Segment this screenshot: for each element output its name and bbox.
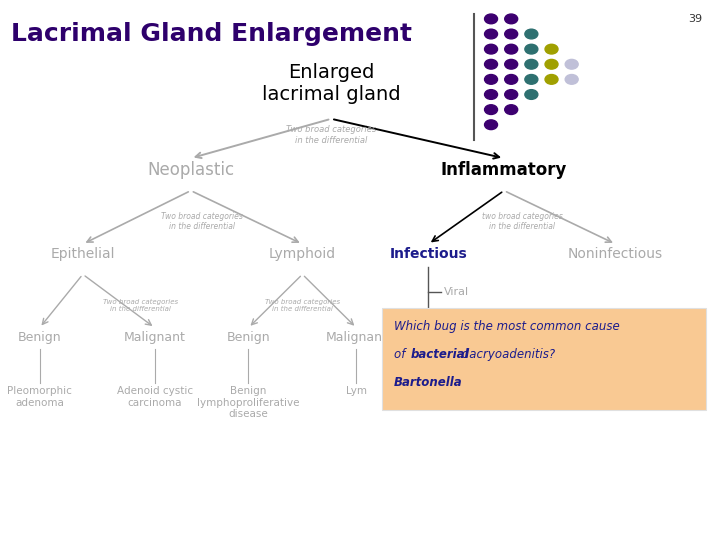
Circle shape (485, 44, 498, 54)
Text: dacryoadenitis?: dacryoadenitis? (458, 348, 555, 361)
Text: Infectious: Infectious (390, 247, 467, 261)
Circle shape (505, 59, 518, 69)
Text: Pleomorphic
adenoma: Pleomorphic adenoma (7, 386, 72, 408)
Text: Two broad categories
in the differential: Two broad categories in the differential (265, 299, 340, 312)
Circle shape (485, 59, 498, 69)
Text: Two broad categories
in the differential: Two broad categories in the differential (161, 212, 243, 231)
Text: Lacrimal Gland Enlargement: Lacrimal Gland Enlargement (11, 22, 412, 45)
Circle shape (545, 44, 558, 54)
Text: Bacterial: Bacterial (444, 322, 500, 332)
Text: Viral: Viral (444, 287, 469, 296)
Text: Noninfectious: Noninfectious (568, 247, 663, 261)
Circle shape (485, 75, 498, 84)
Text: Adenoid cystic
carcinoma: Adenoid cystic carcinoma (117, 386, 193, 408)
Text: of: of (394, 348, 409, 361)
Text: Two broad categories
in the differential: Two broad categories in the differential (286, 125, 377, 145)
Circle shape (505, 44, 518, 54)
Circle shape (485, 120, 498, 130)
Circle shape (525, 29, 538, 39)
Circle shape (545, 59, 558, 69)
Circle shape (565, 75, 578, 84)
Text: Malignant: Malignant (124, 331, 186, 344)
Circle shape (545, 75, 558, 84)
Text: Benign
lymphoproliferative
disease: Benign lymphoproliferative disease (197, 386, 300, 419)
Text: Neoplastic: Neoplastic (147, 161, 235, 179)
FancyBboxPatch shape (382, 308, 706, 410)
Text: Inflammatory: Inflammatory (441, 161, 567, 179)
Circle shape (525, 44, 538, 54)
Text: two broad categories
in the differential: two broad categories in the differential (482, 212, 562, 231)
Circle shape (485, 90, 498, 99)
Circle shape (525, 59, 538, 69)
Text: bacterial: bacterial (410, 348, 469, 361)
Circle shape (525, 90, 538, 99)
Circle shape (505, 105, 518, 114)
Circle shape (505, 90, 518, 99)
Text: Epithelial: Epithelial (50, 247, 115, 261)
Circle shape (485, 29, 498, 39)
Circle shape (565, 59, 578, 69)
Text: Bartonella: Bartonella (394, 376, 462, 389)
Text: Lymphoid: Lymphoid (269, 247, 336, 261)
Circle shape (485, 14, 498, 24)
Circle shape (505, 14, 518, 24)
Text: Two broad categories
in the differential: Two broad categories in the differential (103, 299, 178, 312)
Text: Benign: Benign (18, 331, 61, 344)
Circle shape (505, 29, 518, 39)
Text: Lym: Lym (346, 386, 367, 396)
Text: Benign: Benign (227, 331, 270, 344)
Circle shape (525, 75, 538, 84)
Circle shape (505, 75, 518, 84)
Text: Enlarged
lacrimal gland: Enlarged lacrimal gland (262, 63, 400, 104)
Text: 39: 39 (688, 14, 702, 24)
Circle shape (485, 105, 498, 114)
Text: Malignant: Malignant (325, 331, 387, 344)
Text: Which bug is the most common cause: Which bug is the most common cause (394, 320, 620, 333)
